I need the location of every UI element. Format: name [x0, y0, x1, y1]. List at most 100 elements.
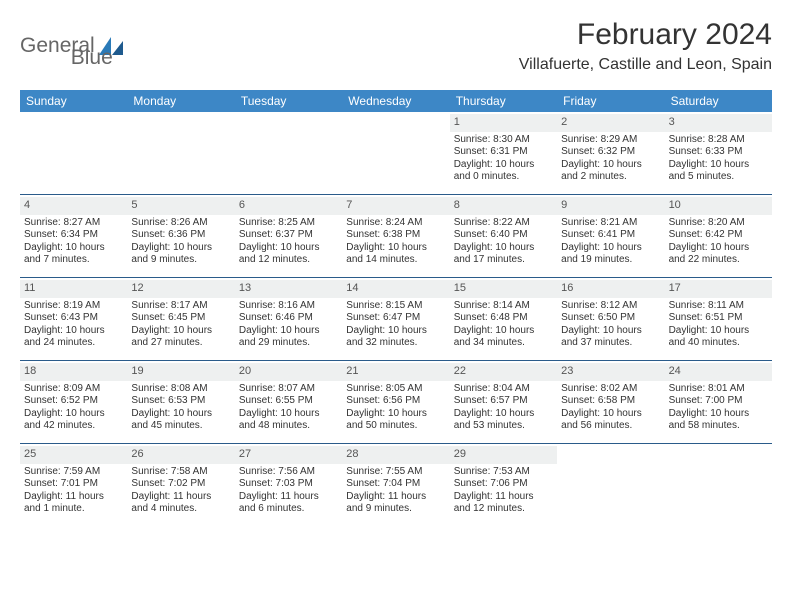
- daylight-text: and 9 minutes.: [131, 254, 230, 267]
- daylight-text: Daylight: 10 hours: [669, 325, 768, 338]
- daylight-text: and 22 minutes.: [669, 254, 768, 267]
- day-cell: 13Sunrise: 8:16 AMSunset: 6:46 PMDayligh…: [235, 278, 342, 360]
- sunrise-text: Sunrise: 8:12 AM: [561, 300, 660, 313]
- daylight-text: Daylight: 10 hours: [454, 159, 553, 172]
- sunrise-text: Sunrise: 7:56 AM: [239, 466, 338, 479]
- sunset-text: Sunset: 6:52 PM: [24, 395, 123, 408]
- daylight-text: Daylight: 10 hours: [669, 159, 768, 172]
- sunrise-text: Sunrise: 8:09 AM: [24, 383, 123, 396]
- sunset-text: Sunset: 6:36 PM: [131, 229, 230, 242]
- daylight-text: and 56 minutes.: [561, 420, 660, 433]
- daylight-text: Daylight: 10 hours: [561, 325, 660, 338]
- daylight-text: Daylight: 11 hours: [346, 491, 445, 504]
- daylight-text: and 12 minutes.: [239, 254, 338, 267]
- sunset-text: Sunset: 6:51 PM: [669, 312, 768, 325]
- day-number: 17: [665, 280, 772, 298]
- daylight-text: Daylight: 10 hours: [561, 408, 660, 421]
- sunrise-text: Sunrise: 8:02 AM: [561, 383, 660, 396]
- empty-cell: [557, 444, 664, 526]
- daylight-text: Daylight: 10 hours: [131, 325, 230, 338]
- sunrise-text: Sunrise: 8:15 AM: [346, 300, 445, 313]
- daylight-text: Daylight: 10 hours: [561, 159, 660, 172]
- sunset-text: Sunset: 6:33 PM: [669, 146, 768, 159]
- daylight-text: Daylight: 10 hours: [346, 325, 445, 338]
- sunrise-text: Sunrise: 8:14 AM: [454, 300, 553, 313]
- daylight-text: and 1 minute.: [24, 503, 123, 516]
- sunset-text: Sunset: 6:34 PM: [24, 229, 123, 242]
- daylight-text: Daylight: 10 hours: [346, 408, 445, 421]
- daylight-text: Daylight: 10 hours: [239, 242, 338, 255]
- daylight-text: Daylight: 10 hours: [24, 325, 123, 338]
- day-number: 25: [20, 446, 127, 464]
- empty-cell: [20, 112, 127, 194]
- day-number: 23: [557, 363, 664, 381]
- sunrise-text: Sunrise: 8:17 AM: [131, 300, 230, 313]
- sunset-text: Sunset: 6:50 PM: [561, 312, 660, 325]
- day-number: 7: [342, 197, 449, 215]
- day-number: 8: [450, 197, 557, 215]
- sunset-text: Sunset: 6:32 PM: [561, 146, 660, 159]
- sunrise-text: Sunrise: 8:26 AM: [131, 217, 230, 230]
- day-number: 29: [450, 446, 557, 464]
- logo-word-blue: Blue: [71, 46, 113, 70]
- sunrise-text: Sunrise: 8:20 AM: [669, 217, 768, 230]
- daylight-text: and 27 minutes.: [131, 337, 230, 350]
- sunset-text: Sunset: 7:03 PM: [239, 478, 338, 491]
- day-cell: 28Sunrise: 7:55 AMSunset: 7:04 PMDayligh…: [342, 444, 449, 526]
- sunset-text: Sunset: 6:47 PM: [346, 312, 445, 325]
- day-number: 3: [665, 114, 772, 132]
- day-number: 2: [557, 114, 664, 132]
- day-cell: 7Sunrise: 8:24 AMSunset: 6:38 PMDaylight…: [342, 195, 449, 277]
- daylight-text: Daylight: 10 hours: [669, 242, 768, 255]
- sunrise-text: Sunrise: 8:01 AM: [669, 383, 768, 396]
- day-cell: 6Sunrise: 8:25 AMSunset: 6:37 PMDaylight…: [235, 195, 342, 277]
- day-header-row: SundayMondayTuesdayWednesdayThursdayFrid…: [20, 90, 772, 112]
- day-number: 13: [235, 280, 342, 298]
- sunrise-text: Sunrise: 8:25 AM: [239, 217, 338, 230]
- sunset-text: Sunset: 6:41 PM: [561, 229, 660, 242]
- day-number: 21: [342, 363, 449, 381]
- sunrise-text: Sunrise: 8:19 AM: [24, 300, 123, 313]
- title-block: February 2024 Villafuerte, Castille and …: [519, 18, 772, 74]
- sunset-text: Sunset: 6:53 PM: [131, 395, 230, 408]
- day-number: 10: [665, 197, 772, 215]
- day-cell: 19Sunrise: 8:08 AMSunset: 6:53 PMDayligh…: [127, 361, 234, 443]
- daylight-text: and 6 minutes.: [239, 503, 338, 516]
- daylight-text: Daylight: 11 hours: [454, 491, 553, 504]
- daylight-text: Daylight: 11 hours: [24, 491, 123, 504]
- day-cell: 12Sunrise: 8:17 AMSunset: 6:45 PMDayligh…: [127, 278, 234, 360]
- calendar: SundayMondayTuesdayWednesdayThursdayFrid…: [20, 90, 772, 526]
- day-number: 24: [665, 363, 772, 381]
- daylight-text: and 34 minutes.: [454, 337, 553, 350]
- sunset-text: Sunset: 6:42 PM: [669, 229, 768, 242]
- day-cell: 5 Sunrise: 8:26 AMSunset: 6:36 PMDaylight…: [127, 195, 234, 277]
- daylight-text: Daylight: 11 hours: [239, 491, 338, 504]
- daylight-text: and 50 minutes.: [346, 420, 445, 433]
- location: Villafuerte, Castille and Leon, Spain: [519, 56, 772, 74]
- daylight-text: Daylight: 10 hours: [669, 408, 768, 421]
- day-header-cell: Friday: [557, 90, 664, 112]
- daylight-text: Daylight: 10 hours: [24, 242, 123, 255]
- sunrise-text: Sunrise: 8:22 AM: [454, 217, 553, 230]
- sunset-text: Sunset: 6:37 PM: [239, 229, 338, 242]
- daylight-text: and 42 minutes.: [24, 420, 123, 433]
- daylight-text: Daylight: 10 hours: [239, 408, 338, 421]
- day-cell: 17 Sunrise: 8:11 AMSunset: 6:51 PMDayligh…: [665, 278, 772, 360]
- day-number: 1: [450, 114, 557, 132]
- daylight-text: Daylight: 10 hours: [346, 242, 445, 255]
- daylight-text: Daylight: 10 hours: [454, 242, 553, 255]
- sunset-text: Sunset: 6:55 PM: [239, 395, 338, 408]
- sunset-text: Sunset: 6:57 PM: [454, 395, 553, 408]
- day-number: 5: [127, 197, 234, 215]
- day-cell: 10 Sunrise: 8:20 AMSunset: 6:42 PMDayligh…: [665, 195, 772, 277]
- week-row: 18Sunrise: 8:09 AMSunset: 6:52 PMDayligh…: [20, 361, 772, 444]
- month-title: February 2024: [519, 18, 772, 52]
- daylight-text: and 5 minutes.: [669, 171, 768, 184]
- sunrise-text: Sunrise: 8:24 AM: [346, 217, 445, 230]
- day-cell: 23Sunrise: 8:02 AMSunset: 6:58 PMDayligh…: [557, 361, 664, 443]
- daylight-text: Daylight: 10 hours: [131, 242, 230, 255]
- day-number: 12: [127, 280, 234, 298]
- sunrise-text: Sunrise: 8:05 AM: [346, 383, 445, 396]
- day-header-cell: Wednesday: [342, 90, 449, 112]
- sunrise-text: Sunrise: 8:11 AM: [669, 300, 768, 313]
